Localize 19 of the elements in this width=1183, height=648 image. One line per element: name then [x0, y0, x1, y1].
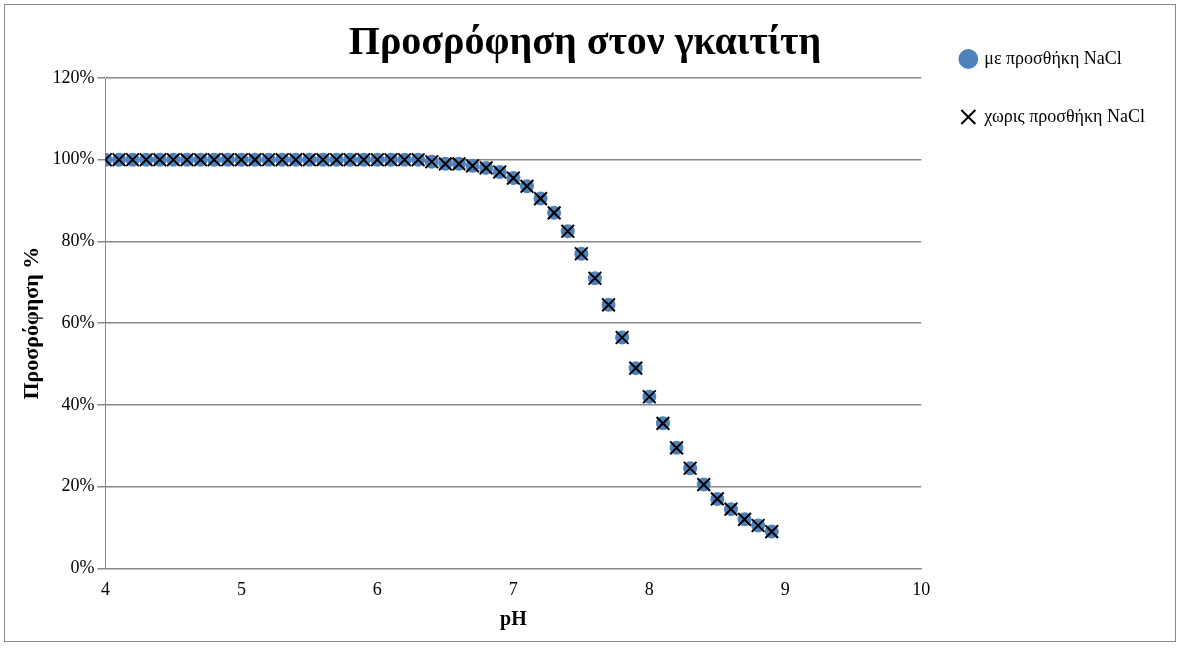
y-axis-title: Προσρόφηση %	[17, 246, 43, 400]
y-tick-label: 0%	[70, 557, 95, 578]
y-tick-label: 100%	[52, 148, 95, 169]
x-tick-label: 5	[236, 578, 246, 599]
y-tick-label: 120%	[52, 66, 95, 87]
y-tick-label: 60%	[61, 311, 95, 332]
y-tick-label: 80%	[61, 230, 95, 251]
x-tick-label: 4	[100, 578, 110, 599]
legend-label: χωρις προσθήκη NaCl	[983, 105, 1146, 126]
chart-title: Προσρόφηση στον γκαιτίτη	[348, 18, 822, 64]
x-tick-label: 7	[508, 578, 518, 599]
legend-label: με προσθήκη NaCl	[984, 47, 1122, 68]
y-tick-label: 20%	[61, 475, 95, 496]
x-tick-label: 6	[372, 578, 382, 599]
x-tick-label: 9	[780, 578, 790, 599]
y-tick-label: 40%	[61, 393, 95, 414]
x-tick-label: 10	[912, 578, 931, 599]
x-axis-title: pH	[500, 607, 528, 631]
x-tick-label: 8	[644, 578, 654, 599]
